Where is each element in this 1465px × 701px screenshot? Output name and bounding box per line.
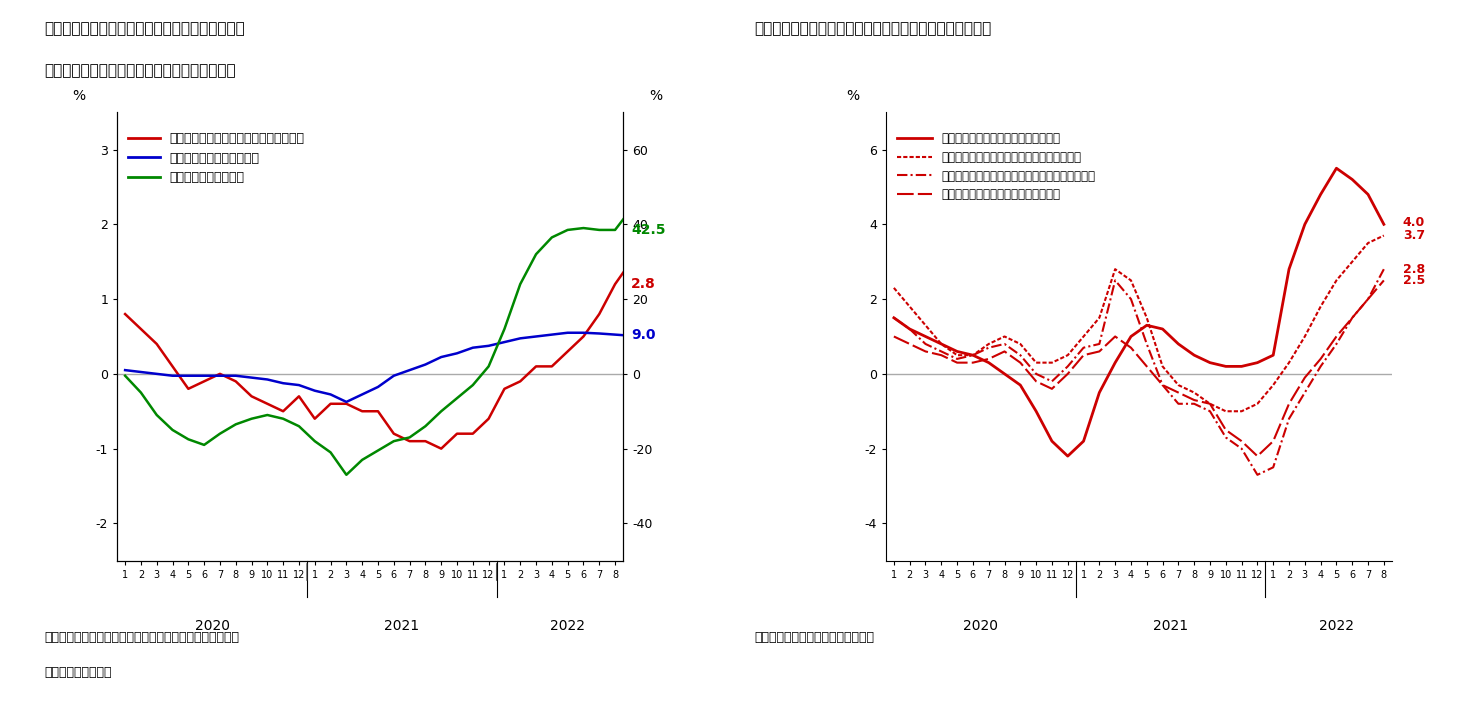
Text: 2021: 2021 bbox=[384, 619, 419, 633]
Text: 2020: 2020 bbox=[195, 619, 230, 633]
Text: 物価指数」: 物価指数」 bbox=[44, 666, 111, 679]
Text: 2.8: 2.8 bbox=[1403, 263, 1425, 275]
Text: （資料）総務省「消費者物価指数」: （資料）総務省「消費者物価指数」 bbox=[754, 631, 875, 644]
Text: %: % bbox=[649, 89, 662, 103]
Text: 42.5: 42.5 bbox=[631, 223, 665, 237]
Text: 2022: 2022 bbox=[1318, 619, 1354, 633]
Text: %: % bbox=[847, 89, 860, 103]
Text: 図表２　購入頻度別に見た消費者物価指数（前年同月比）: 図表２ 購入頻度別に見た消費者物価指数（前年同月比） bbox=[754, 21, 992, 36]
Text: 2022: 2022 bbox=[551, 619, 585, 633]
Text: 2.5: 2.5 bbox=[1403, 274, 1425, 287]
Text: 2021: 2021 bbox=[1153, 619, 1188, 633]
Text: 輸入物価指数（いずれも前年同月比）: 輸入物価指数（いずれも前年同月比） bbox=[44, 63, 236, 78]
Legend: 消費者物価指数（生鮮食品を除く総合）, 国内企業物価指数（右軸）, 輸入物価指数（右軸）: 消費者物価指数（生鮮食品を除く総合）, 国内企業物価指数（右軸）, 輸入物価指数… bbox=[123, 128, 309, 189]
Legend: 頻繁（食パンや牛乳、ガソリンなど）, ２カ月に１度（醤油やガス代、水道料など）, 半年に１度（緑茶や放送受信料、カット代など）, まれ（家電製品や洋服、自動車な: 頻繁（食パンや牛乳、ガソリンなど）, ２カ月に１度（醤油やガス代、水道料など）,… bbox=[892, 127, 1100, 206]
Text: 2.8: 2.8 bbox=[631, 277, 656, 291]
Text: （資料）総務省「消費者物価指数」および日本銀行「企業: （資料）総務省「消費者物価指数」および日本銀行「企業 bbox=[44, 631, 239, 644]
Text: 4.0: 4.0 bbox=[1403, 216, 1425, 229]
Text: 3.7: 3.7 bbox=[1403, 229, 1425, 242]
Text: 図表１　消費者物価指数及び国内企業物価指数、: 図表１ 消費者物価指数及び国内企業物価指数、 bbox=[44, 21, 245, 36]
Text: 2020: 2020 bbox=[964, 619, 998, 633]
Text: %: % bbox=[73, 89, 86, 103]
Text: 9.0: 9.0 bbox=[631, 327, 655, 341]
